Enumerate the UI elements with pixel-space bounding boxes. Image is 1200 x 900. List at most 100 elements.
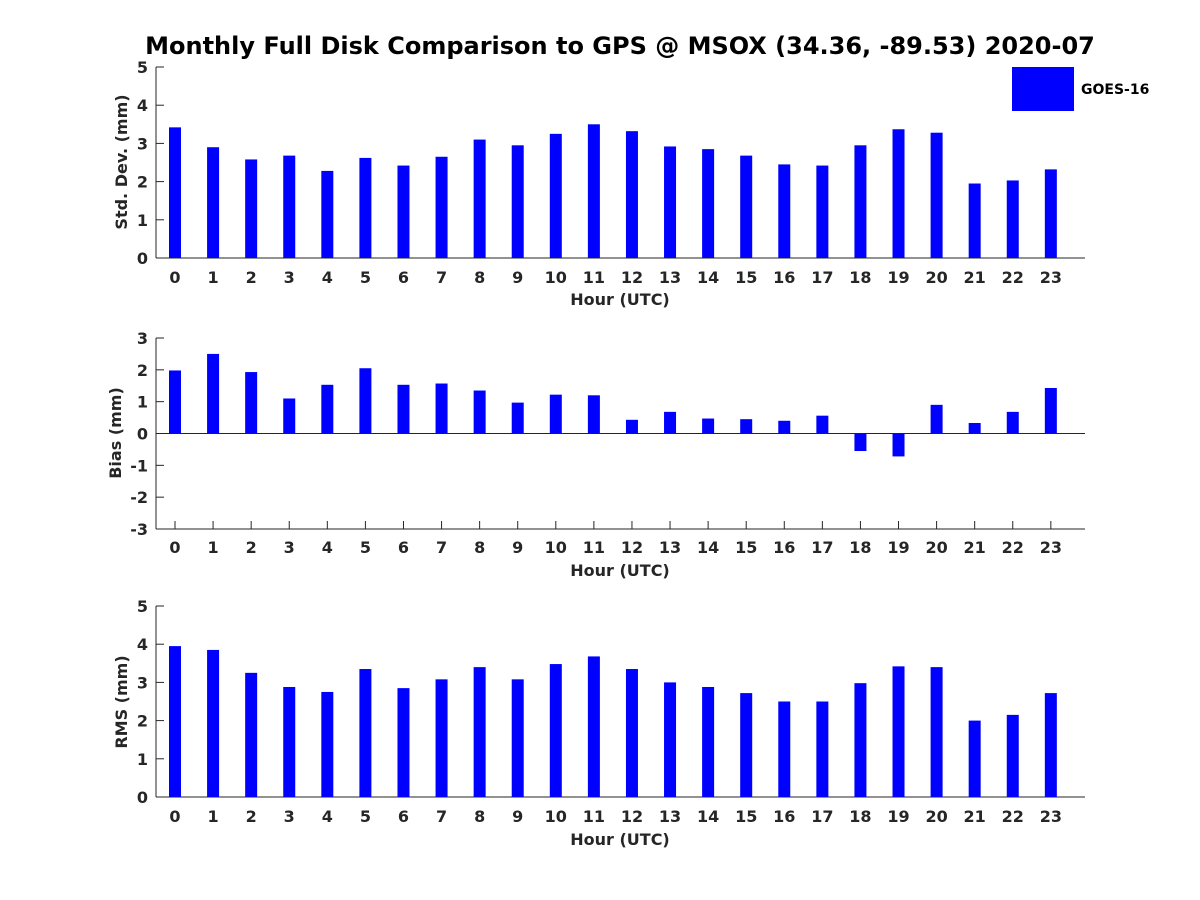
y-tick-label: 1 bbox=[137, 393, 148, 412]
bar bbox=[892, 666, 905, 797]
bar bbox=[587, 395, 600, 434]
x-tick-label: 5 bbox=[360, 268, 371, 287]
x-tick-label: 22 bbox=[1002, 538, 1024, 557]
x-tick-label: 2 bbox=[246, 807, 257, 826]
x-tick-label: 9 bbox=[512, 268, 523, 287]
bar bbox=[511, 402, 524, 434]
x-tick-label: 0 bbox=[169, 268, 180, 287]
x-tick-label: 8 bbox=[474, 538, 485, 557]
x-tick-label: 2 bbox=[246, 268, 257, 287]
x-tick-label: 20 bbox=[925, 268, 947, 287]
x-tick-label: 15 bbox=[735, 807, 757, 826]
bar bbox=[549, 664, 562, 797]
bar bbox=[283, 155, 296, 258]
x-tick-label: 13 bbox=[659, 807, 681, 826]
y-tick-label: 3 bbox=[137, 329, 148, 348]
bar bbox=[397, 384, 410, 434]
x-tick-label: 7 bbox=[436, 807, 447, 826]
y-axis-label: Bias (mm) bbox=[106, 387, 125, 479]
x-tick-label: 17 bbox=[811, 807, 833, 826]
y-tick-label: 2 bbox=[137, 173, 148, 192]
y-tick-label: 5 bbox=[137, 58, 148, 77]
x-tick-label: 12 bbox=[621, 268, 643, 287]
bar bbox=[1006, 411, 1019, 434]
x-tick-label: 15 bbox=[735, 268, 757, 287]
x-tick-label: 9 bbox=[512, 538, 523, 557]
bar bbox=[321, 384, 334, 434]
y-tick-label: 0 bbox=[137, 788, 148, 807]
y-tick-label: 5 bbox=[137, 597, 148, 616]
bar bbox=[740, 693, 753, 797]
x-tick-label: 16 bbox=[773, 268, 795, 287]
bar bbox=[587, 656, 600, 797]
y-tick-label: 2 bbox=[137, 712, 148, 731]
bar bbox=[778, 164, 791, 258]
bar bbox=[549, 394, 562, 434]
y-axis-label: Std. Dev. (mm) bbox=[112, 94, 131, 229]
x-tick-label: 17 bbox=[811, 538, 833, 557]
x-tick-label: 11 bbox=[583, 538, 605, 557]
x-tick-label: 21 bbox=[964, 538, 986, 557]
bar bbox=[511, 145, 524, 258]
bar bbox=[1044, 169, 1057, 258]
bar bbox=[169, 370, 181, 434]
x-tick-label: 7 bbox=[436, 268, 447, 287]
x-tick-label: 23 bbox=[1040, 807, 1062, 826]
bar bbox=[625, 669, 638, 797]
bar bbox=[283, 686, 296, 797]
y-tick-label: 1 bbox=[137, 750, 148, 769]
bar bbox=[892, 433, 905, 457]
x-tick-label: 0 bbox=[169, 807, 180, 826]
bar bbox=[702, 149, 715, 258]
bar bbox=[740, 155, 753, 258]
y-tick-label: -3 bbox=[130, 520, 148, 539]
y-tick-label: 0 bbox=[137, 249, 148, 268]
bar bbox=[854, 145, 867, 258]
x-tick-label: 0 bbox=[169, 538, 180, 557]
x-tick-label: 12 bbox=[621, 807, 643, 826]
y-tick-label: 3 bbox=[137, 134, 148, 153]
y-tick-label: -1 bbox=[130, 456, 148, 475]
bar bbox=[207, 649, 220, 797]
x-tick-label: 5 bbox=[360, 807, 371, 826]
bar bbox=[1006, 180, 1019, 258]
x-tick-label: 20 bbox=[925, 807, 947, 826]
bar bbox=[169, 646, 181, 797]
x-tick-label: 4 bbox=[322, 538, 333, 557]
y-tick-label: 4 bbox=[137, 635, 148, 654]
x-tick-label: 3 bbox=[284, 538, 295, 557]
x-tick-label: 3 bbox=[284, 807, 295, 826]
x-tick-label: 23 bbox=[1040, 268, 1062, 287]
bar bbox=[778, 701, 791, 797]
x-tick-label: 21 bbox=[964, 807, 986, 826]
x-tick-label: 2 bbox=[246, 538, 257, 557]
bar bbox=[473, 390, 486, 434]
x-tick-label: 9 bbox=[512, 807, 523, 826]
x-tick-label: 10 bbox=[545, 538, 567, 557]
x-tick-label: 3 bbox=[284, 268, 295, 287]
bar bbox=[359, 368, 372, 434]
bar bbox=[664, 411, 677, 434]
x-tick-label: 8 bbox=[474, 268, 485, 287]
bar bbox=[664, 682, 677, 797]
x-tick-label: 22 bbox=[1002, 807, 1024, 826]
bar bbox=[435, 679, 448, 797]
bar bbox=[930, 404, 943, 434]
bar bbox=[169, 127, 181, 258]
x-tick-label: 7 bbox=[436, 538, 447, 557]
bar bbox=[511, 679, 524, 797]
x-tick-label: 1 bbox=[208, 807, 219, 826]
bar bbox=[625, 419, 638, 434]
x-tick-label: 10 bbox=[545, 268, 567, 287]
x-tick-label: 13 bbox=[659, 538, 681, 557]
x-tick-label: 14 bbox=[697, 268, 719, 287]
x-axis-label: Hour (UTC) bbox=[570, 830, 670, 849]
y-tick-label: 0 bbox=[137, 425, 148, 444]
x-tick-label: 1 bbox=[208, 538, 219, 557]
y-axis-label: RMS (mm) bbox=[112, 655, 131, 748]
bar bbox=[283, 398, 296, 434]
x-tick-label: 1 bbox=[208, 268, 219, 287]
